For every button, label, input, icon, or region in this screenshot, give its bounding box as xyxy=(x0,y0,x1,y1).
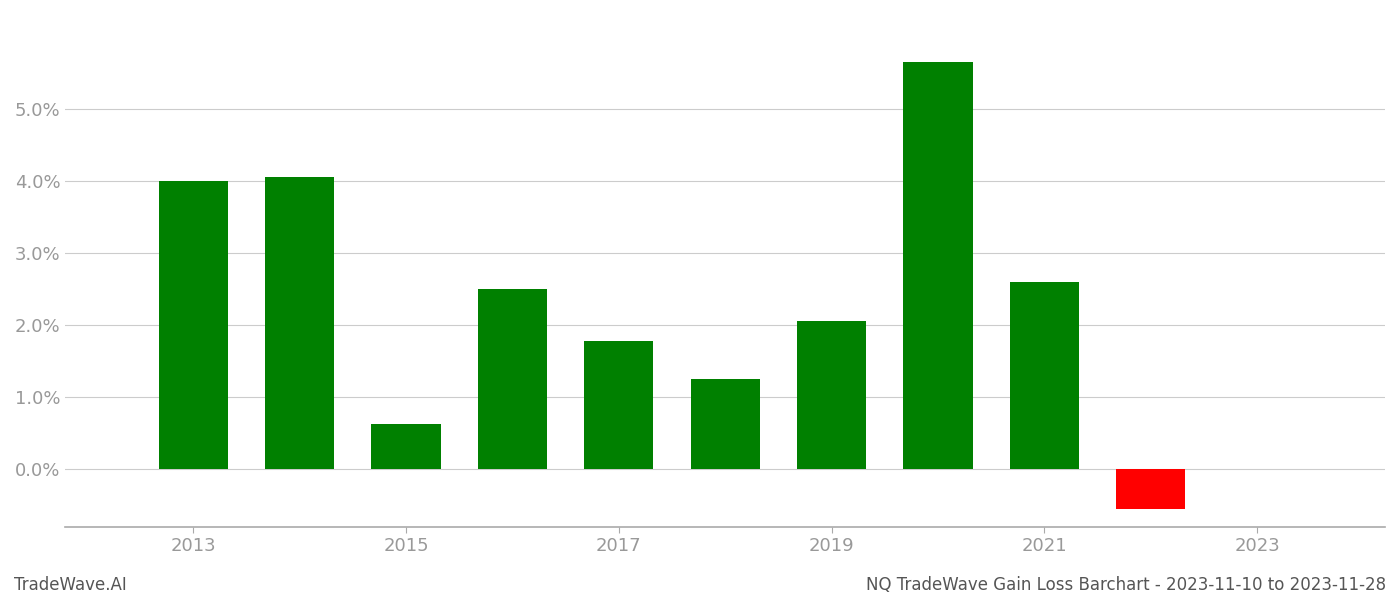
Bar xyxy=(1116,469,1186,509)
Text: NQ TradeWave Gain Loss Barchart - 2023-11-10 to 2023-11-28: NQ TradeWave Gain Loss Barchart - 2023-1… xyxy=(865,576,1386,594)
Bar xyxy=(158,181,228,469)
Bar xyxy=(584,341,654,469)
Bar xyxy=(371,424,441,469)
Bar xyxy=(265,177,335,469)
Bar xyxy=(903,62,973,469)
Bar xyxy=(797,321,867,469)
Text: TradeWave.AI: TradeWave.AI xyxy=(14,576,127,594)
Bar xyxy=(690,379,760,469)
Bar xyxy=(477,289,547,469)
Bar xyxy=(1009,281,1079,469)
